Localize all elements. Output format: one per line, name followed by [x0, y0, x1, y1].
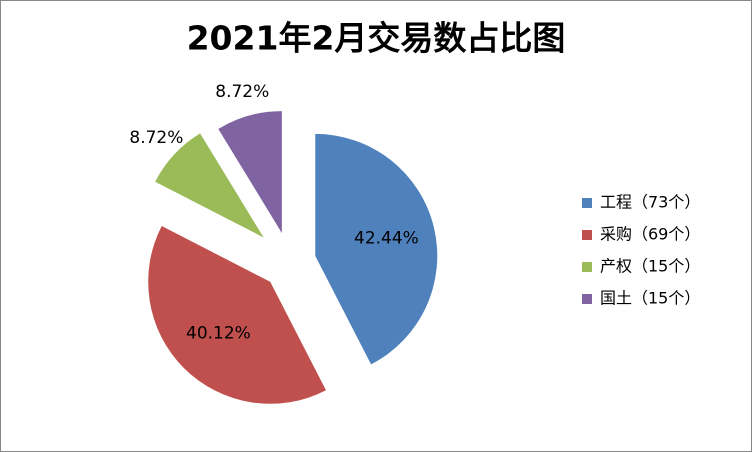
- legend-swatch: [582, 262, 592, 272]
- legend-label: 国土（15个）: [600, 289, 700, 308]
- pie-slice: [155, 133, 264, 238]
- legend-swatch: [582, 230, 592, 240]
- legend-label: 产权（15个）: [600, 257, 700, 276]
- data-label: 8.72%: [215, 82, 269, 102]
- legend-swatch: [582, 198, 592, 208]
- data-label: 42.44%: [354, 229, 419, 249]
- pie-slice: [218, 111, 282, 234]
- pie-slice: [315, 133, 438, 365]
- legend-label: 采购（69个）: [600, 225, 700, 244]
- pie-slice: [148, 226, 326, 404]
- legend-label: 工程（73个）: [600, 193, 700, 212]
- legend-swatch: [582, 294, 592, 304]
- data-label: 40.12%: [186, 324, 251, 344]
- data-label: 8.72%: [129, 128, 183, 148]
- chart-title: 2021年2月交易数占比图: [187, 19, 566, 58]
